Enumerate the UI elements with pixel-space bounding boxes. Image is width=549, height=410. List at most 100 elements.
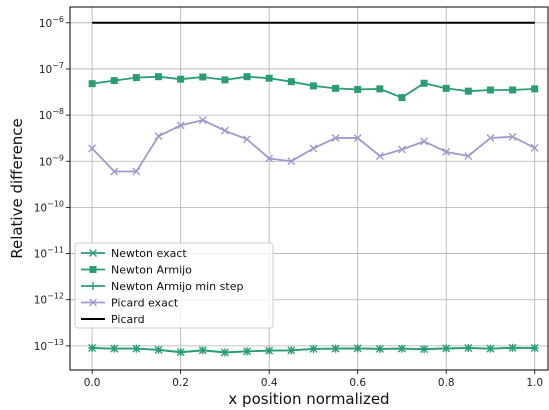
data-point-picard-exact	[287, 157, 296, 166]
data-point-newton-armijo	[110, 77, 118, 85]
data-point-newton-armijo	[132, 74, 140, 82]
data-point-picard-exact	[375, 152, 384, 160]
data-point-newton-armijo-min-step	[464, 343, 473, 352]
y-axis-label: Relative difference	[8, 118, 26, 259]
data-point-newton-armijo	[155, 73, 163, 81]
data-point-newton-armijo-min-step	[220, 348, 229, 357]
data-point-newton-armijo-min-step	[486, 344, 495, 353]
data-point-picard-exact	[176, 121, 185, 130]
data-point-newton-armijo	[442, 84, 450, 92]
series-picard-exact	[88, 116, 539, 176]
data-point-newton-armijo	[88, 80, 96, 88]
x-tick-label: 0.6	[349, 377, 366, 389]
y-tick-label: 10−13	[34, 338, 64, 353]
data-point-newton-armijo-min-step	[530, 343, 539, 352]
data-point-newton-armijo-min-step	[309, 344, 318, 353]
data-point-picard-exact	[530, 143, 539, 152]
data-point-picard-exact	[331, 133, 340, 142]
data-point-picard-exact	[508, 132, 517, 141]
data-point-newton-armijo	[376, 85, 384, 93]
data-point-newton-armijo	[287, 78, 295, 86]
data-point-newton-armijo-min-step	[397, 344, 406, 353]
data-point-newton-armijo-min-step	[508, 343, 517, 352]
data-point-newton-armijo	[243, 73, 251, 81]
x-tick-label: 1.0	[526, 377, 543, 389]
legend-box	[74, 242, 274, 329]
data-point-newton-armijo-min-step	[331, 344, 340, 353]
legend-marker	[89, 298, 97, 307]
data-point-newton-armijo	[332, 84, 340, 92]
legend: Newton exact Newton Armijo Newton Armijo m…	[74, 242, 274, 329]
data-point-newton-armijo	[221, 76, 229, 84]
legend-item-picard-exact: Picard exact	[81, 297, 179, 310]
series-newton-armijo-min-step	[88, 343, 539, 357]
y-tick-label: 10−11	[34, 246, 64, 261]
data-point-newton-armijo	[531, 85, 539, 93]
data-point-picard-exact	[132, 167, 141, 176]
data-point-picard-exact	[353, 133, 362, 142]
legend-label: Newton Armijo	[111, 264, 192, 277]
x-tick-label: 0.0	[84, 377, 101, 389]
data-point-newton-armijo	[354, 85, 362, 93]
data-point-picard-exact	[397, 145, 406, 154]
data-point-picard-exact	[243, 135, 252, 144]
data-point-picard-exact	[265, 154, 274, 163]
data-point-newton-armijo-min-step	[198, 346, 207, 355]
x-axis-label: x position normalized	[228, 390, 389, 408]
data-point-picard-exact	[88, 144, 97, 153]
legend-item-newton-armijo-min-step: Newton Armijo min step	[81, 280, 243, 293]
data-point-newton-armijo-min-step	[132, 344, 141, 353]
data-point-picard-exact	[420, 137, 429, 146]
data-point-picard-exact	[309, 144, 318, 153]
y-tick-label: 10−12	[34, 292, 64, 307]
data-point-newton-armijo-min-step	[287, 346, 296, 355]
y-tick-label: 10−8	[39, 107, 64, 122]
legend-item-newton-exact: Newton exact	[81, 247, 187, 260]
data-point-newton-armijo-min-step	[110, 344, 119, 353]
y-tick-label: 10−9	[39, 153, 64, 168]
data-point-newton-armijo	[464, 87, 472, 95]
data-point-newton-armijo	[398, 94, 406, 102]
x-tick-label: 0.4	[261, 377, 278, 389]
data-point-newton-armijo	[509, 86, 517, 94]
legend-label: Newton Armijo min step	[111, 280, 243, 293]
data-point-picard-exact	[464, 152, 473, 160]
series-layer	[88, 21, 539, 357]
y-tick-label: 10−7	[39, 61, 64, 76]
data-point-newton-armijo-min-step	[176, 348, 185, 357]
legend-marker	[89, 282, 97, 290]
x-tick-label: 0.8	[438, 377, 455, 389]
legend-label: Newton exact	[111, 247, 187, 260]
legend-label: Picard	[111, 313, 145, 326]
data-point-newton-armijo-min-step	[420, 345, 429, 354]
data-point-newton-armijo-min-step	[442, 344, 451, 353]
data-point-picard-exact	[220, 126, 229, 135]
series-line-picard-exact	[91, 119, 536, 173]
data-point-newton-armijo-min-step	[88, 343, 97, 352]
legend-item-picard: Picard	[81, 313, 145, 326]
data-point-newton-armijo	[486, 86, 494, 94]
data-point-newton-armijo-min-step	[154, 345, 163, 354]
tick-layer: 0.0 0.2 0.4 0.6 0.8 1.0 10−13 10−12 10−11 10−10 10…	[34, 15, 543, 389]
y-tick-label: 10−10	[34, 199, 64, 214]
y-tick-label: 10−6	[39, 15, 64, 30]
legend-marker	[89, 249, 97, 257]
data-point-newton-armijo	[309, 82, 317, 90]
data-point-newton-armijo-min-step	[265, 346, 274, 355]
data-point-newton-armijo-min-step	[375, 344, 384, 353]
data-point-picard-exact	[486, 133, 495, 142]
data-point-picard-exact	[110, 167, 119, 176]
x-tick-label: 0.2	[172, 377, 189, 389]
legend-item-newton-armijo: Newton Armijo	[81, 264, 192, 277]
data-point-picard-exact	[198, 116, 207, 125]
data-point-newton-armijo	[420, 79, 428, 87]
plot-frame	[69, 6, 549, 371]
data-point-newton-armijo-min-step	[353, 344, 362, 353]
data-point-newton-armijo	[265, 74, 273, 82]
data-point-picard-exact	[442, 147, 451, 156]
legend-marker	[89, 266, 97, 273]
data-point-newton-armijo	[199, 73, 207, 81]
series-newton-armijo	[88, 73, 539, 102]
